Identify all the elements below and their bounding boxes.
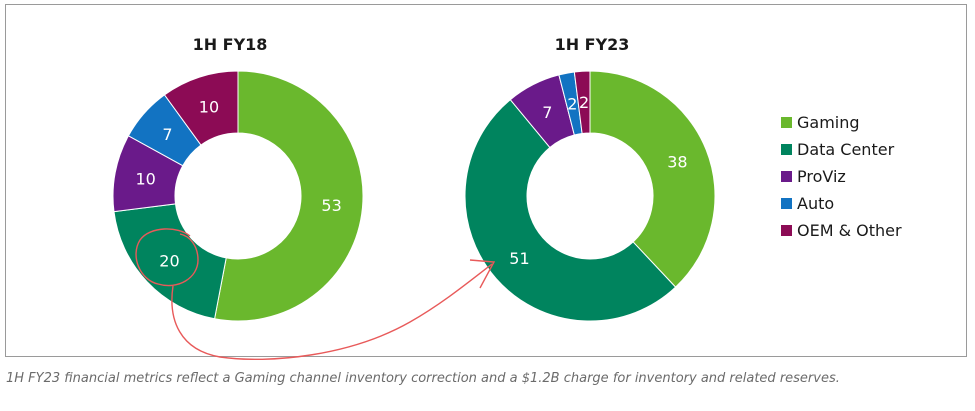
legend-swatch-data-center	[781, 144, 792, 155]
slice-oem-other	[163, 70, 239, 146]
annotation-arrowhead	[469, 259, 496, 289]
legend-label-auto: Auto	[797, 194, 834, 213]
annotation-arrow-line	[171, 263, 493, 360]
legend: Gaming Data Center ProViz Auto OEM & Other	[781, 113, 902, 240]
chart-title-fy18: 1H FY18	[193, 35, 268, 54]
slice-oem-other	[573, 70, 591, 135]
donut-chart-fy18: 1H FY18 53 20 10 7 10	[112, 35, 364, 322]
legend-label-proviz: ProViz	[797, 167, 846, 186]
legend-swatch-gaming	[781, 117, 792, 128]
slice-label-gaming: 53	[321, 196, 341, 215]
slice-data-center	[113, 203, 227, 320]
slice-label-proviz: 7	[542, 103, 552, 122]
chart-title-fy23: 1H FY23	[555, 35, 630, 54]
slice-label-data-center: 51	[509, 249, 529, 268]
slice-label-oem-other: 2	[579, 93, 589, 112]
legend-label-data-center: Data Center	[797, 140, 895, 159]
slice-data-center	[464, 98, 677, 322]
slice-label-data-center: 20	[159, 251, 179, 270]
legend-label-gaming: Gaming	[797, 113, 860, 132]
legend-swatch-proviz	[781, 171, 792, 182]
slice-label-auto: 2	[567, 95, 577, 114]
slice-label-oem-other: 10	[199, 98, 219, 117]
legend-swatch-auto	[781, 198, 792, 209]
slice-gaming	[589, 70, 716, 288]
chart-caption: 1H FY23 financial metrics reflect a Gami…	[6, 371, 840, 386]
annotation-circle	[135, 228, 199, 287]
slice-gaming	[213, 70, 364, 322]
slice-label-gaming: 38	[667, 152, 687, 171]
annotation-group	[135, 228, 496, 360]
slice-label-auto: 7	[162, 125, 172, 144]
legend-label-oem-other: OEM & Other	[797, 221, 902, 240]
slice-label-proviz: 10	[135, 169, 155, 188]
legend-swatch-oem-other	[781, 225, 792, 236]
